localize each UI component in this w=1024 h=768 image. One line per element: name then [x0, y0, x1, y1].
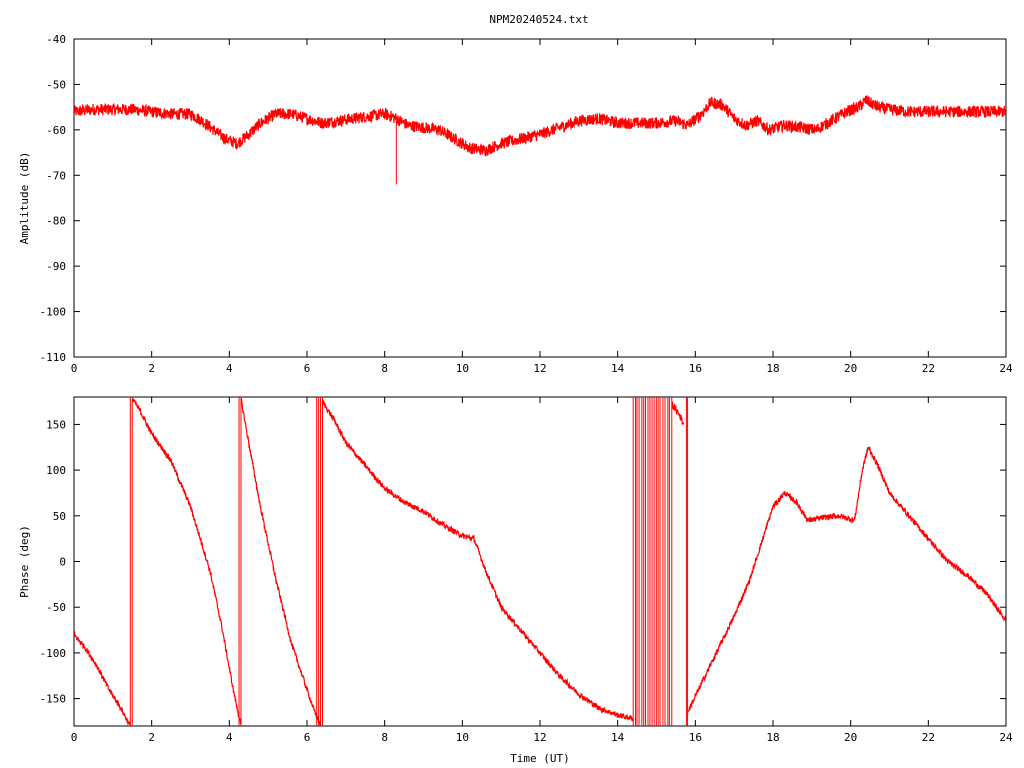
- y-tick-label: -40: [46, 33, 66, 46]
- x-tick-label: 14: [611, 731, 625, 744]
- phase-line-segment: [74, 630, 131, 726]
- x-tick-label: 8: [381, 731, 388, 744]
- x-tick-label: 10: [456, 362, 469, 375]
- phase-panel: 0 2 4 6 8 10 12 14 16 18 20 22 24150100500-50-100-15…: [18, 396, 1013, 765]
- y-tick-label: 50: [53, 510, 66, 523]
- x-tick-label: 10: [456, 731, 469, 744]
- phase-line-segment: [321, 398, 634, 722]
- y-tick-label: 100: [46, 464, 66, 477]
- x-tick-label: 2: [148, 731, 155, 744]
- y-tick-label: -50: [46, 78, 66, 91]
- x-tick-label: 22: [922, 731, 935, 744]
- x-tick-label: 12: [533, 362, 546, 375]
- x-tick-label: 2: [148, 362, 155, 375]
- y-tick-label: -100: [40, 306, 67, 319]
- x-axis-label: Time (UT): [510, 752, 570, 765]
- amplitude-panel: 0 2 4 6 8 10 12 14 16 18 20 22 24-40-50-60-70-80-90-…: [18, 33, 1013, 375]
- x-tick-label: 6: [304, 362, 311, 375]
- chart-title: NPM20240524.txt: [489, 13, 588, 26]
- x-tick-label: 16: [689, 731, 702, 744]
- x-tick-label: 24: [999, 362, 1013, 375]
- x-tick-label: 6: [304, 731, 311, 744]
- x-tick-label: 4: [226, 362, 233, 375]
- x-tick-label: 14: [611, 362, 625, 375]
- x-tick-label: 12: [533, 731, 546, 744]
- plot-frame: [73, 38, 1007, 358]
- plot-frame: [73, 396, 1007, 727]
- y-tick-label: -150: [40, 693, 67, 706]
- x-tick-label: 16: [689, 362, 702, 375]
- amplitude-line: [74, 95, 1006, 157]
- y-tick-label: -50: [46, 601, 66, 614]
- x-tick-label: 4: [226, 731, 233, 744]
- phase-line-segment: [131, 397, 242, 725]
- y-axis-label: Phase (deg): [18, 525, 31, 598]
- y-axis-label: Amplitude (dB): [18, 152, 31, 245]
- plot-area: [74, 397, 1006, 726]
- y-tick-label: -80: [46, 215, 66, 228]
- y-tick-label: 150: [46, 418, 66, 431]
- phase-line-segment: [240, 397, 322, 726]
- x-tick-label: 0: [71, 731, 78, 744]
- y-tick-label: -90: [46, 260, 66, 273]
- plot-area: [74, 95, 1006, 185]
- x-tick-label: 18: [766, 731, 779, 744]
- x-tick-label: 8: [381, 362, 388, 375]
- x-tick-label: 20: [844, 731, 857, 744]
- y-tick-label: -100: [40, 647, 67, 660]
- phase-line-segment: [671, 401, 685, 426]
- y-tick-label: 0: [59, 556, 66, 569]
- x-tick-label: 22: [922, 362, 935, 375]
- phase-line-segment: [687, 446, 1006, 713]
- x-tick-label: 0: [71, 362, 78, 375]
- y-tick-label: -60: [46, 124, 66, 137]
- y-tick-label: -70: [46, 169, 66, 182]
- x-tick-label: 24: [999, 731, 1013, 744]
- x-tick-label: 20: [844, 362, 857, 375]
- x-tick-label: 18: [766, 362, 779, 375]
- y-tick-label: -110: [40, 351, 67, 364]
